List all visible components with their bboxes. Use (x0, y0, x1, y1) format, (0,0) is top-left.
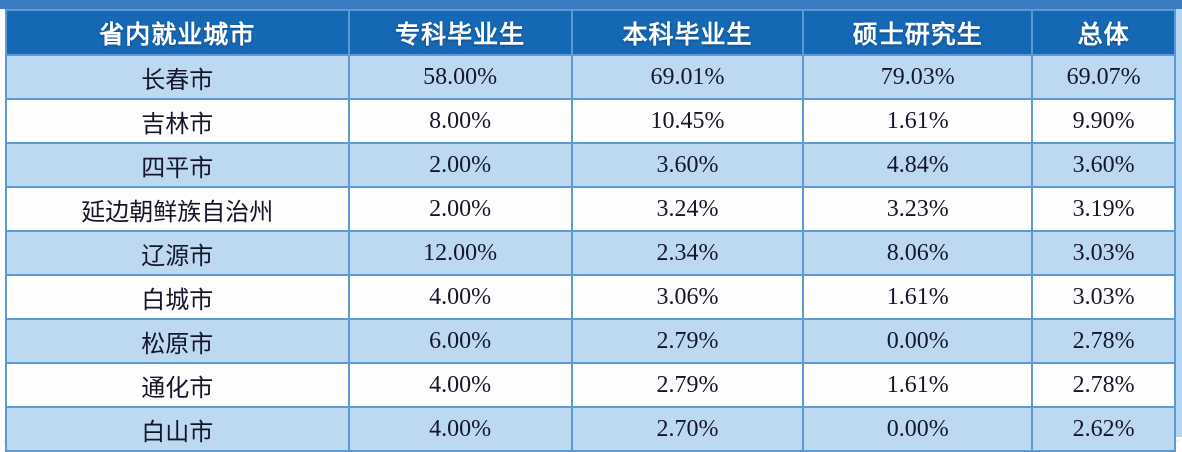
table-row: 白山市 4.00% 2.70% 0.00% 2.62% (5, 406, 1176, 452)
city-cell: 松原市 (5, 318, 350, 364)
table-row: 辽源市 12.00% 2.34% 8.06% 3.03% (5, 230, 1176, 276)
value-cell: 2.79% (570, 362, 805, 408)
value-cell: 3.03% (1031, 230, 1176, 276)
value-cell: 3.60% (570, 142, 805, 188)
city-cell: 辽源市 (5, 230, 350, 276)
value-cell: 2.79% (570, 318, 805, 364)
right-accent-strip (1175, 9, 1182, 437)
value-cell: 3.03% (1031, 274, 1176, 320)
city-cell: 白山市 (5, 406, 350, 452)
value-cell: 2.70% (570, 406, 805, 452)
value-cell: 3.60% (1031, 142, 1176, 188)
value-cell: 1.61% (802, 274, 1034, 320)
value-cell: 69.07% (1031, 54, 1176, 100)
city-cell: 长春市 (5, 54, 350, 100)
city-cell: 吉林市 (5, 98, 350, 144)
value-cell: 0.00% (802, 318, 1034, 364)
value-cell: 1.61% (802, 362, 1034, 408)
value-cell: 4.84% (802, 142, 1034, 188)
city-cell: 通化市 (5, 362, 350, 408)
value-cell: 8.00% (347, 98, 573, 144)
value-cell: 2.78% (1031, 318, 1176, 364)
value-cell: 4.00% (347, 406, 573, 452)
value-cell: 2.62% (1031, 406, 1176, 452)
column-header-overall: 总体 (1031, 9, 1176, 56)
value-cell: 8.06% (802, 230, 1034, 276)
value-cell: 2.00% (347, 142, 573, 188)
table-row: 白城市 4.00% 3.06% 1.61% 3.03% (5, 274, 1176, 320)
table-row: 通化市 4.00% 2.79% 1.61% 2.78% (5, 362, 1176, 408)
table-row: 长春市 58.00% 69.01% 79.03% 69.07% (5, 54, 1176, 100)
value-cell: 69.01% (570, 54, 805, 100)
table-header-row: 省内就业城市 专科毕业生 本科毕业生 硕士研究生 总体 (5, 9, 1176, 56)
table-row: 吉林市 8.00% 10.45% 1.61% 9.90% (5, 98, 1176, 144)
column-header-bachelor: 本科毕业生 (570, 9, 805, 56)
table-row: 延边朝鲜族自治州 2.00% 3.24% 3.23% 3.19% (5, 186, 1176, 232)
city-cell: 延边朝鲜族自治州 (5, 186, 350, 232)
column-header-associate: 专科毕业生 (347, 9, 573, 56)
value-cell: 2.78% (1031, 362, 1176, 408)
top-accent-bar (0, 0, 1182, 9)
value-cell: 4.00% (347, 274, 573, 320)
table-row: 四平市 2.00% 3.60% 4.84% 3.60% (5, 142, 1176, 188)
value-cell: 2.00% (347, 186, 573, 232)
city-cell: 白城市 (5, 274, 350, 320)
value-cell: 12.00% (347, 230, 573, 276)
employment-city-table: 省内就业城市 专科毕业生 本科毕业生 硕士研究生 总体 长春市 58.00% 6… (5, 9, 1176, 452)
value-cell: 9.90% (1031, 98, 1176, 144)
value-cell: 58.00% (347, 54, 573, 100)
value-cell: 4.00% (347, 362, 573, 408)
value-cell: 3.24% (570, 186, 805, 232)
value-cell: 1.61% (802, 98, 1034, 144)
value-cell: 3.19% (1031, 186, 1176, 232)
value-cell: 79.03% (802, 54, 1034, 100)
value-cell: 6.00% (347, 318, 573, 364)
column-header-city: 省内就业城市 (5, 9, 350, 56)
city-cell: 四平市 (5, 142, 350, 188)
value-cell: 0.00% (802, 406, 1034, 452)
value-cell: 2.34% (570, 230, 805, 276)
table-row: 松原市 6.00% 2.79% 0.00% 2.78% (5, 318, 1176, 364)
value-cell: 10.45% (570, 98, 805, 144)
value-cell: 3.23% (802, 186, 1034, 232)
column-header-master: 硕士研究生 (802, 9, 1034, 56)
value-cell: 3.06% (570, 274, 805, 320)
